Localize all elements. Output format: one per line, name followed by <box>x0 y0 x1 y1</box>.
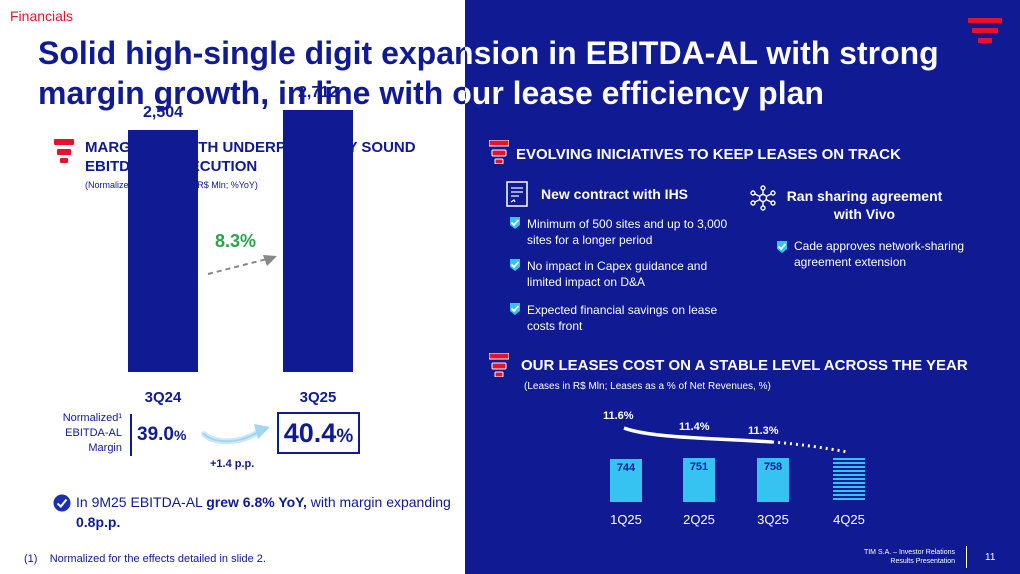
lease-x-label: 2Q25 <box>683 512 715 527</box>
footnote-num: (1) <box>24 553 38 565</box>
lease-value-label: 758 <box>763 461 783 474</box>
margin-label: Normalized¹ EBITDA-AL Margin <box>2 411 122 456</box>
vivo-item: Cade approves network-sharing agreement … <box>794 239 965 269</box>
ytd-note-growth: grew 6.8% YoY, <box>206 494 307 510</box>
ihs-item: Minimum of 500 sites and up to 3,000 sit… <box>527 217 728 247</box>
lease-pct-label: 11.4% <box>679 421 710 433</box>
check-icon <box>777 241 787 253</box>
leases-header: OUR LEASES COST ON A STABLE LEVEL ACROSS… <box>521 357 968 374</box>
section-tag: Financials <box>10 8 74 24</box>
margin-3q24-pct: % <box>173 427 187 443</box>
margin-arrow-icon <box>201 424 270 445</box>
ebitda-bar <box>283 109 353 372</box>
margin-3q25-pct: % <box>336 426 354 447</box>
margin-3q25: 40.4% <box>277 412 360 454</box>
ytd-note: In 9M25 EBITDA-AL grew 6.8% YoY, with ma… <box>76 492 456 532</box>
company-line2: Results Presentation <box>890 558 955 565</box>
lease-bar <box>683 458 715 502</box>
growth-arrow-icon <box>207 255 277 275</box>
lease-pct-label: 11.3% <box>748 425 779 437</box>
check-icon <box>510 217 520 229</box>
network-icon <box>750 185 776 211</box>
ebitda-value-label: 2,504 <box>142 103 184 121</box>
tim-bullet-icon <box>489 140 509 164</box>
lease-bar <box>757 458 789 502</box>
ihs-title: New contract with IHS <box>541 186 689 202</box>
page-number: 11 <box>985 552 996 563</box>
ytd-note-pre: In 9M25 EBITDA-AL <box>76 494 207 510</box>
margin-3q24-value: 39.0 <box>137 424 174 445</box>
lease-bar <box>610 458 642 502</box>
left-panel <box>0 0 465 574</box>
margin-3q25-value: 40.4 <box>283 418 337 448</box>
right-panel <box>465 0 1020 574</box>
lease-bar-forecast <box>833 458 865 502</box>
badge-check-icon <box>53 494 71 512</box>
ytd-note-mid: with margin expanding <box>306 494 451 510</box>
lease-value-label: 744 <box>616 461 636 474</box>
check-icon <box>510 259 520 271</box>
ebitda-value-label: 2,712 <box>297 83 339 101</box>
slide-title: Solid high-single digit expansion in EBI… <box>38 33 998 113</box>
vivo-title: Ran sharing agreement with Vivo <box>786 188 943 222</box>
tim-logo-icon <box>968 18 1002 43</box>
lease-pct-label: 11.6% <box>603 410 634 422</box>
footer-divider <box>966 546 967 568</box>
margin-divider <box>130 414 132 456</box>
ebitda-x-label: 3Q25 <box>299 389 337 406</box>
ytd-note-margin: 0.8p.p. <box>76 514 121 530</box>
margin-label-line2: EBITDA-AL <box>65 427 122 439</box>
contract-document-icon <box>506 181 528 207</box>
lease-pct-line <box>623 426 849 454</box>
margin-label-line3: Margin <box>88 442 122 454</box>
margin-delta: +1.4 p.p. <box>210 458 255 470</box>
tim-bullet-icon <box>489 353 509 377</box>
company-line1: TIM S.A. – Investor Relations <box>863 549 955 556</box>
tim-bullet-icon <box>54 139 74 163</box>
footnote-text: Normalized for the effects detailed in s… <box>49 553 266 565</box>
growth-label: 8.3% <box>215 231 257 251</box>
leases-subheader: (Leases in R$ Mln; Leases as a % of Net … <box>524 381 771 392</box>
ihs-item: No impact in Capex guidance and limited … <box>527 259 708 289</box>
company-footer: TIM S.A. – Investor Relations Results Pr… <box>840 548 955 566</box>
ihs-item: Expected financial savings on lease cost… <box>527 303 718 333</box>
margin-label-line1: Normalized¹ <box>62 412 122 424</box>
lease-x-label: 4Q25 <box>833 512 865 527</box>
initiatives-header: EVOLVING INICIATIVES TO KEEP LEASES ON T… <box>516 146 901 163</box>
ebitda-bar <box>128 129 198 372</box>
lease-x-label: 1Q25 <box>610 512 642 527</box>
ebitda-x-label: 3Q24 <box>144 389 182 406</box>
lease-x-label: 3Q25 <box>757 512 789 527</box>
margin-3q24: 39.0% <box>137 424 186 446</box>
check-icon <box>510 303 520 315</box>
lease-value-label: 751 <box>689 461 709 474</box>
footnote: (1) Normalized for the effects detailed … <box>24 553 266 565</box>
